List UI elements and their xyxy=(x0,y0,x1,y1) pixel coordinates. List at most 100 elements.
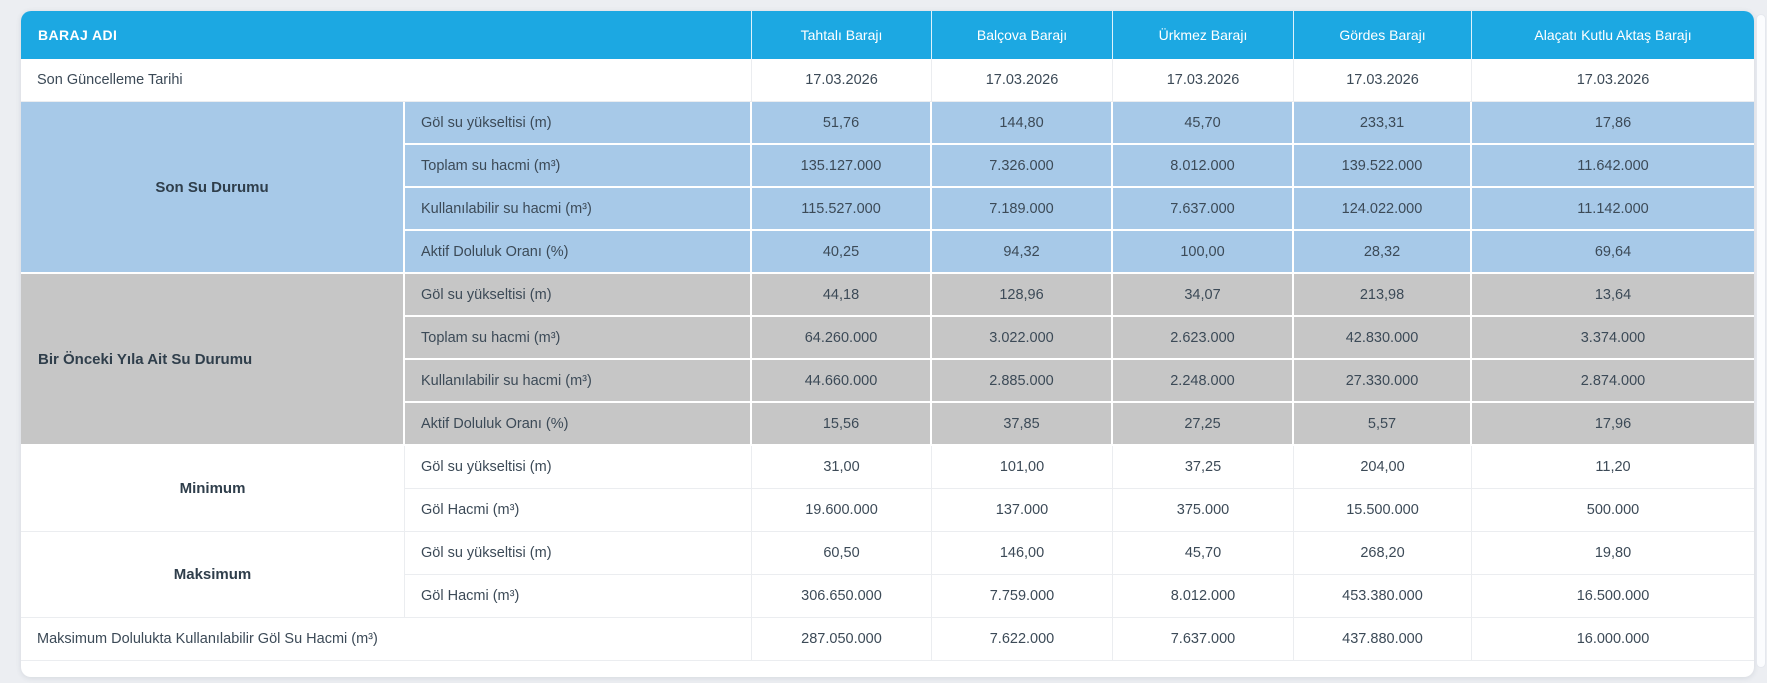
row-label: Göl Hacmi (m³) xyxy=(405,575,752,618)
section-row: Kullanılabilir su hacmi (m³) 44.660.000 2.… xyxy=(21,360,1754,403)
value-cell: 28,32 xyxy=(1294,231,1472,274)
value-cell: 34,07 xyxy=(1113,274,1294,317)
section-row: Toplam su hacmi (m³) 135.127.000 7.326.000… xyxy=(21,145,1754,188)
value-cell: 204,00 xyxy=(1294,446,1472,489)
value-cell: 233,31 xyxy=(1294,102,1472,145)
section-row: Göl Hacmi (m³) 306.650.000 7.759.000 8.012.… xyxy=(21,575,1754,618)
section-row: Maksimum Göl su yükseltisi (m) 60,50 146,00… xyxy=(21,532,1754,618)
value-cell: 8.012.000 xyxy=(1113,575,1294,618)
value-cell: 45,70 xyxy=(1113,102,1294,145)
value-cell: 17,86 xyxy=(1472,102,1754,145)
value-cell: 11.642.000 xyxy=(1472,145,1754,188)
baraj-adi-header: BARAJ ADI xyxy=(21,11,752,59)
value-cell: 44,18 xyxy=(752,274,932,317)
row-label: Toplam su hacmi (m³) xyxy=(405,145,752,188)
value-cell: 101,00 xyxy=(932,446,1113,489)
section-row: Son Su Durumu Göl su yükseltisi (m) 51,76 1… xyxy=(21,102,1754,274)
dam-status-table: BARAJ ADI Tahtalı Barajı Balçova Barajı Ür… xyxy=(21,11,1754,661)
value-cell: 287.050.000 xyxy=(752,618,932,661)
value-cell: 17.03.2026 xyxy=(1113,59,1294,102)
max-usable-volume-row: Maksimum Dolulukta Kullanılabilir Göl Su… xyxy=(21,618,1754,661)
row-label: Aktif Doluluk Oranı (%) xyxy=(405,403,752,446)
value-cell: 500.000 xyxy=(1472,489,1754,532)
value-cell: 144,80 xyxy=(932,102,1113,145)
value-cell: 128,96 xyxy=(932,274,1113,317)
vertical-scrollbar[interactable] xyxy=(1756,14,1766,668)
row-label: Kullanılabilir su hacmi (m³) xyxy=(405,188,752,231)
value-cell: 11,20 xyxy=(1472,446,1754,489)
section-row: Bir Önceki Yıla Ait Su Durumu Göl su yüks… xyxy=(21,274,1754,446)
row-label: Kullanılabilir su hacmi (m³) xyxy=(405,360,752,403)
column-header-dam-2: Ürkmez Barajı xyxy=(1113,11,1294,59)
value-cell: 7.622.000 xyxy=(932,618,1113,661)
value-cell: 7.759.000 xyxy=(932,575,1113,618)
value-cell: 139.522.000 xyxy=(1294,145,1472,188)
value-cell: 2.874.000 xyxy=(1472,360,1754,403)
value-cell: 8.012.000 xyxy=(1113,145,1294,188)
value-cell: 7.637.000 xyxy=(1113,188,1294,231)
row-label: Göl Hacmi (m³) xyxy=(405,489,752,532)
row-label: Göl su yükseltisi (m) xyxy=(405,446,752,489)
value-cell: 60,50 xyxy=(752,532,932,575)
value-cell: 3.374.000 xyxy=(1472,317,1754,360)
value-cell: 375.000 xyxy=(1113,489,1294,532)
value-cell: 137.000 xyxy=(932,489,1113,532)
value-cell: 19,80 xyxy=(1472,532,1754,575)
value-cell: 64.260.000 xyxy=(752,317,932,360)
value-cell: 69,64 xyxy=(1472,231,1754,274)
column-header-dam-0: Tahtalı Barajı xyxy=(752,11,932,59)
value-cell: 7.189.000 xyxy=(932,188,1113,231)
value-cell: 17.03.2026 xyxy=(1294,59,1472,102)
value-cell: 124.022.000 xyxy=(1294,188,1472,231)
value-cell: 27,25 xyxy=(1113,403,1294,446)
table-header-row: BARAJ ADI Tahtalı Barajı Balçova Barajı Ür… xyxy=(21,11,1754,59)
last-update-row: Son Güncelleme Tarihi 17.03.2026 17.03.202… xyxy=(21,59,1754,102)
value-cell: 37,25 xyxy=(1113,446,1294,489)
dam-status-table-card: BARAJ ADI Tahtalı Barajı Balçova Barajı Ür… xyxy=(21,11,1754,677)
row-label: Göl su yükseltisi (m) xyxy=(405,102,752,145)
section-row: Minimum Göl su yükseltisi (m) 31,00 101,00 3… xyxy=(21,446,1754,532)
section-label: Minimum xyxy=(21,446,405,532)
value-cell: 2.885.000 xyxy=(932,360,1113,403)
value-cell: 306.650.000 xyxy=(752,575,932,618)
value-cell: 51,76 xyxy=(752,102,932,145)
value-cell: 42.830.000 xyxy=(1294,317,1472,360)
value-cell: 7.326.000 xyxy=(932,145,1113,188)
value-cell: 16.500.000 xyxy=(1472,575,1754,618)
value-cell: 7.637.000 xyxy=(1113,618,1294,661)
section-label: Maksimum xyxy=(21,532,405,618)
value-cell: 11.142.000 xyxy=(1472,188,1754,231)
value-cell: 16.000.000 xyxy=(1472,618,1754,661)
row-label: Toplam su hacmi (m³) xyxy=(405,317,752,360)
value-cell: 17,96 xyxy=(1472,403,1754,446)
value-cell: 5,57 xyxy=(1294,403,1472,446)
last-update-label: Son Güncelleme Tarihi xyxy=(21,59,752,102)
row-label: Göl su yükseltisi (m) xyxy=(405,274,752,317)
value-cell: 94,32 xyxy=(932,231,1113,274)
value-cell: 15,56 xyxy=(752,403,932,446)
section-row: Aktif Doluluk Oranı (%) 15,56 37,85 27,25 5,… xyxy=(21,403,1754,446)
value-cell: 37,85 xyxy=(932,403,1113,446)
section-label: Bir Önceki Yıla Ait Su Durumu xyxy=(21,274,405,446)
value-cell: 437.880.000 xyxy=(1294,618,1472,661)
section-row: Toplam su hacmi (m³) 64.260.000 3.022.000 2… xyxy=(21,317,1754,360)
value-cell: 213,98 xyxy=(1294,274,1472,317)
value-cell: 40,25 xyxy=(752,231,932,274)
value-cell: 44.660.000 xyxy=(752,360,932,403)
value-cell: 2.623.000 xyxy=(1113,317,1294,360)
value-cell: 17.03.2026 xyxy=(1472,59,1754,102)
value-cell: 100,00 xyxy=(1113,231,1294,274)
column-header-dam-3: Gördes Barajı xyxy=(1294,11,1472,59)
value-cell: 115.527.000 xyxy=(752,188,932,231)
section-row: Göl Hacmi (m³) 19.600.000 137.000 375.000 15… xyxy=(21,489,1754,532)
value-cell: 19.600.000 xyxy=(752,489,932,532)
max-usable-volume-label: Maksimum Dolulukta Kullanılabilir Göl Su… xyxy=(21,618,752,661)
column-header-dam-4: Alaçatı Kutlu Aktaş Barajı xyxy=(1472,11,1754,59)
value-cell: 2.248.000 xyxy=(1113,360,1294,403)
value-cell: 135.127.000 xyxy=(752,145,932,188)
value-cell: 13,64 xyxy=(1472,274,1754,317)
value-cell: 31,00 xyxy=(752,446,932,489)
value-cell: 15.500.000 xyxy=(1294,489,1472,532)
row-label: Göl su yükseltisi (m) xyxy=(405,532,752,575)
section-row: Aktif Doluluk Oranı (%) 40,25 94,32 100,00 2… xyxy=(21,231,1754,274)
